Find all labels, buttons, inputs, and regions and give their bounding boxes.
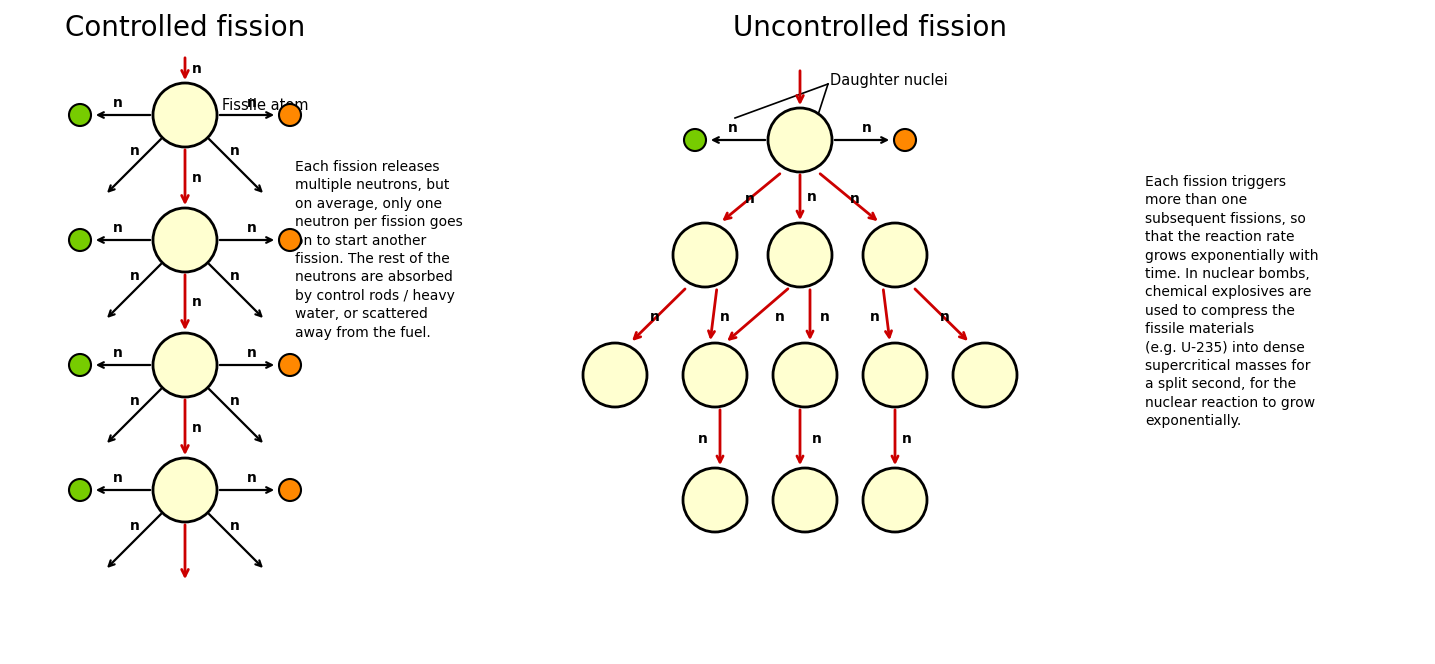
Text: n: n [728, 121, 738, 135]
Text: n: n [113, 221, 123, 235]
Circle shape [773, 343, 837, 407]
Text: n: n [192, 295, 202, 309]
Circle shape [684, 129, 706, 151]
Circle shape [154, 208, 217, 272]
Circle shape [768, 223, 832, 287]
Text: n: n [230, 519, 240, 533]
Text: n: n [131, 519, 141, 533]
Text: n: n [230, 394, 240, 408]
Text: n: n [247, 346, 257, 360]
Text: n: n [230, 144, 240, 158]
Circle shape [278, 104, 301, 126]
Text: Daughter nuclei: Daughter nuclei [829, 72, 947, 88]
Circle shape [278, 229, 301, 251]
Text: n: n [862, 121, 872, 135]
Circle shape [862, 468, 927, 532]
Text: n: n [131, 269, 141, 283]
Text: n: n [697, 432, 707, 446]
Text: n: n [819, 310, 829, 324]
Circle shape [69, 479, 90, 501]
Circle shape [278, 479, 301, 501]
Text: Uncontrolled fission: Uncontrolled fission [733, 14, 1007, 42]
Text: n: n [775, 310, 785, 324]
Circle shape [583, 343, 647, 407]
Circle shape [154, 83, 217, 147]
Text: n: n [806, 190, 817, 204]
Text: Controlled fission: Controlled fission [65, 14, 306, 42]
Text: n: n [131, 394, 141, 408]
Circle shape [278, 354, 301, 376]
Circle shape [894, 129, 916, 151]
Text: n: n [230, 269, 240, 283]
Text: n: n [870, 310, 880, 324]
Circle shape [953, 343, 1017, 407]
Text: Fissile atom: Fissile atom [222, 98, 309, 112]
Text: n: n [113, 346, 123, 360]
Circle shape [768, 108, 832, 172]
Text: Each fission releases
multiple neutrons, but
on average, only one
neutron per fi: Each fission releases multiple neutrons,… [296, 160, 462, 339]
Text: n: n [131, 144, 141, 158]
Circle shape [862, 223, 927, 287]
Circle shape [862, 343, 927, 407]
Text: n: n [247, 221, 257, 235]
Text: n: n [720, 310, 730, 324]
Text: n: n [903, 432, 911, 446]
Text: n: n [192, 62, 202, 76]
Circle shape [154, 458, 217, 522]
Circle shape [69, 229, 90, 251]
Circle shape [683, 343, 748, 407]
Text: n: n [192, 420, 202, 434]
Text: n: n [850, 192, 860, 206]
Text: n: n [247, 96, 257, 110]
Circle shape [69, 104, 90, 126]
Circle shape [154, 333, 217, 397]
Text: n: n [745, 192, 755, 206]
Text: n: n [812, 432, 822, 446]
Text: n: n [650, 310, 660, 324]
Text: Each fission triggers
more than one
subsequent fissions, so
that the reaction ra: Each fission triggers more than one subs… [1145, 175, 1319, 428]
Text: n: n [940, 310, 950, 324]
Circle shape [683, 468, 748, 532]
Text: n: n [113, 96, 123, 110]
Text: n: n [192, 171, 202, 185]
Text: n: n [247, 471, 257, 485]
Text: n: n [113, 471, 123, 485]
Circle shape [673, 223, 738, 287]
Circle shape [69, 354, 90, 376]
Circle shape [773, 468, 837, 532]
